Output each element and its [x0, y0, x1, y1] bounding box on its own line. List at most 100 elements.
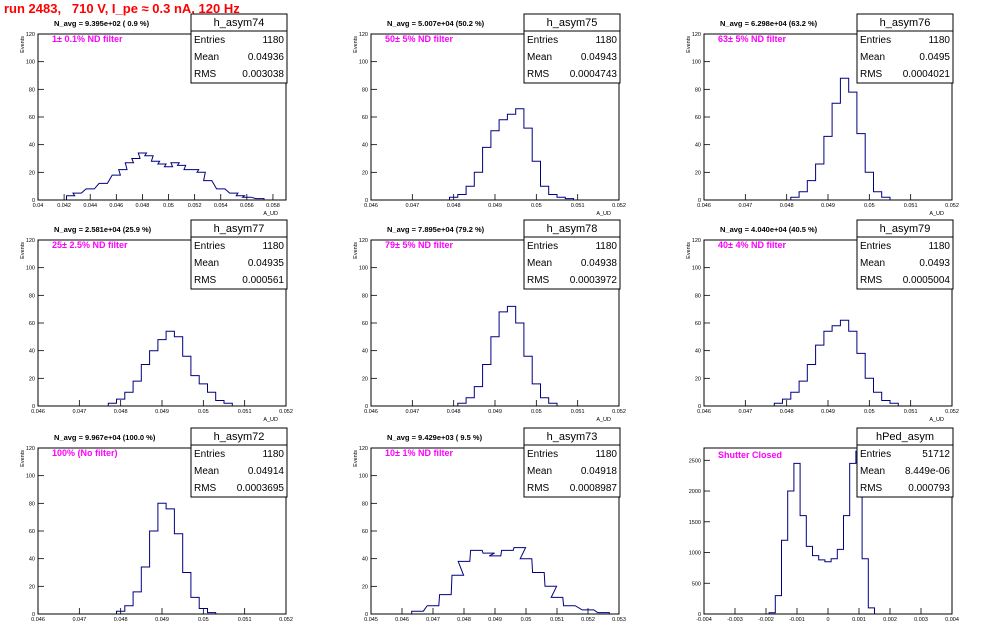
filter-label: 1± 0.1% ND filter — [52, 34, 123, 44]
navg-label: N_avg = 6.298e+04 (63.2 %) — [720, 19, 818, 28]
stats-value: 1180 — [928, 241, 950, 252]
x-tick-label: 0.048 — [457, 617, 471, 622]
stats-value: 8.449e-06 — [905, 466, 950, 477]
x-axis-title: A_UD — [263, 417, 278, 423]
stats-value: 51712 — [922, 449, 950, 460]
y-tick-label: 40 — [29, 143, 35, 149]
stats-label: Mean — [860, 466, 885, 477]
stats-value: 0.003038 — [242, 69, 284, 80]
filter-label: 100% (No filter) — [52, 448, 118, 458]
y-tick-label: 80 — [29, 501, 35, 507]
y-tick-label: 2000 — [689, 489, 701, 495]
x-tick-label: 0.052 — [945, 203, 959, 209]
stats-title: h_asym77 — [214, 223, 265, 235]
x-tick-label: 0.048 — [780, 203, 794, 209]
stats-label: Entries — [527, 241, 558, 252]
y-tick-label: 40 — [29, 349, 35, 355]
y-tick-label: 100 — [692, 60, 701, 66]
stats-label: Entries — [194, 35, 225, 46]
filter-label: Shutter Closed — [718, 450, 782, 460]
x-tick-label: 0.051 — [571, 409, 585, 415]
stats-value: 1180 — [595, 35, 617, 46]
x-axis-title: A_UD — [929, 211, 944, 217]
navg-label: N_avg = 9.429e+03 ( 9.5 %) — [387, 433, 483, 442]
navg-label: N_avg = 9.395e+02 ( 0.9 %) — [54, 19, 150, 28]
x-tick-label: 0.05 — [531, 409, 542, 415]
run-title: run 2483, 710 V, I_pe ≈ 0.3 nA, 120 Hz — [4, 1, 240, 16]
x-axis-title: A_UD — [263, 211, 278, 217]
x-tick-label: -0.003 — [727, 617, 743, 622]
x-tick-label: 0.052 — [279, 409, 293, 415]
y-tick-label: 120 — [26, 32, 35, 38]
stats-label: Entries — [527, 35, 558, 46]
stats-label: Entries — [860, 35, 891, 46]
y-tick-label: 20 — [362, 170, 368, 176]
stats-label: Entries — [860, 241, 891, 252]
x-axis-title: A_UD — [596, 417, 611, 423]
navg-label: N_avg = 9.967e+04 (100.0 %) — [54, 433, 156, 442]
y-tick-label: 60 — [29, 529, 35, 535]
stats-value: 0.0005004 — [903, 275, 951, 286]
panel-h_asym78: 0 20 40 60 80 100 120 0.046 0.047 0.048 0.049 0.05 0… — [353, 219, 626, 423]
x-tick-label: 0.049 — [821, 409, 835, 415]
stats-label: Mean — [860, 52, 885, 63]
y-tick-label: 100 — [26, 60, 35, 66]
stats-value: 0.0004021 — [903, 69, 951, 80]
x-tick-label: 0.05 — [163, 203, 174, 209]
histogram-h_asym73 — [411, 547, 610, 614]
stats-label: Mean — [194, 258, 219, 269]
stats-label: Entries — [194, 449, 225, 460]
x-tick-label: 0.051 — [904, 409, 918, 415]
x-tick-label: 0.046 — [31, 617, 45, 622]
stats-label: RMS — [194, 483, 217, 494]
stats-label: RMS — [194, 275, 217, 286]
stats-box: h_asym77 Entries 1180 Mean 0.04935 RMS 0.00056… — [190, 219, 288, 290]
navg-label: N_avg = 5.007e+04 (50.2 %) — [387, 19, 485, 28]
stats-frame — [523, 427, 621, 498]
stats-label: Mean — [527, 258, 552, 269]
stats-value: 0.000561 — [242, 275, 284, 286]
x-tick-label: 0.052 — [612, 409, 626, 415]
y-tick-label: 20 — [695, 376, 701, 382]
x-tick-label: 0.049 — [821, 203, 835, 209]
stats-box: h_asym78 Entries 1180 Mean 0.04938 RMS 0.00039… — [523, 219, 621, 290]
y-tick-label: 20 — [29, 376, 35, 382]
y-tick-label: 0 — [365, 404, 368, 410]
stats-value: 0.04938 — [581, 258, 618, 269]
x-tick-label: 0.047 — [405, 409, 419, 415]
stats-label: RMS — [527, 69, 550, 80]
stats-value: 1180 — [262, 35, 284, 46]
x-tick-label: 0.046 — [697, 409, 711, 415]
y-axis-title: Events — [353, 450, 359, 467]
x-tick-label: 0.044 — [83, 203, 97, 209]
y-tick-label: 20 — [362, 376, 368, 382]
x-tick-label: 0.05 — [864, 203, 875, 209]
x-tick-label: 0.046 — [364, 203, 378, 209]
y-tick-label: 2500 — [689, 458, 701, 464]
x-tick-label: 0.05 — [198, 617, 209, 622]
y-tick-label: 0 — [698, 404, 701, 410]
x-tick-label: 0.048 — [114, 409, 128, 415]
x-tick-label: 0.058 — [266, 203, 280, 209]
x-tick-label: 0.048 — [780, 409, 794, 415]
stats-frame — [856, 427, 954, 498]
y-axis-title: Events — [686, 36, 692, 53]
stats-box: h_asym75 Entries 1180 Mean 0.04943 RMS 0.00047… — [523, 13, 621, 84]
x-tick-label: 0.051 — [238, 617, 252, 622]
stats-value: 0.0495 — [919, 52, 950, 63]
x-tick-label: 0.053 — [612, 617, 626, 622]
y-tick-label: 40 — [362, 557, 368, 563]
x-tick-label: 0.048 — [447, 409, 461, 415]
stats-label: RMS — [194, 69, 217, 80]
stats-label: RMS — [860, 275, 883, 286]
y-tick-label: 100 — [359, 266, 368, 272]
y-tick-label: 100 — [359, 60, 368, 66]
stats-title: hPed_asym — [876, 431, 934, 443]
stats-frame — [523, 219, 621, 290]
panel-hPed_asym: 0 500 1000 1500 2000 2500 -0.004 -0.003 -0.002 -0… — [689, 427, 959, 622]
stats-title: h_asym78 — [547, 223, 598, 235]
x-tick-label: 0.056 — [240, 203, 254, 209]
filter-label: 40± 4% ND filter — [718, 240, 786, 250]
x-tick-label: -0.004 — [696, 617, 712, 622]
